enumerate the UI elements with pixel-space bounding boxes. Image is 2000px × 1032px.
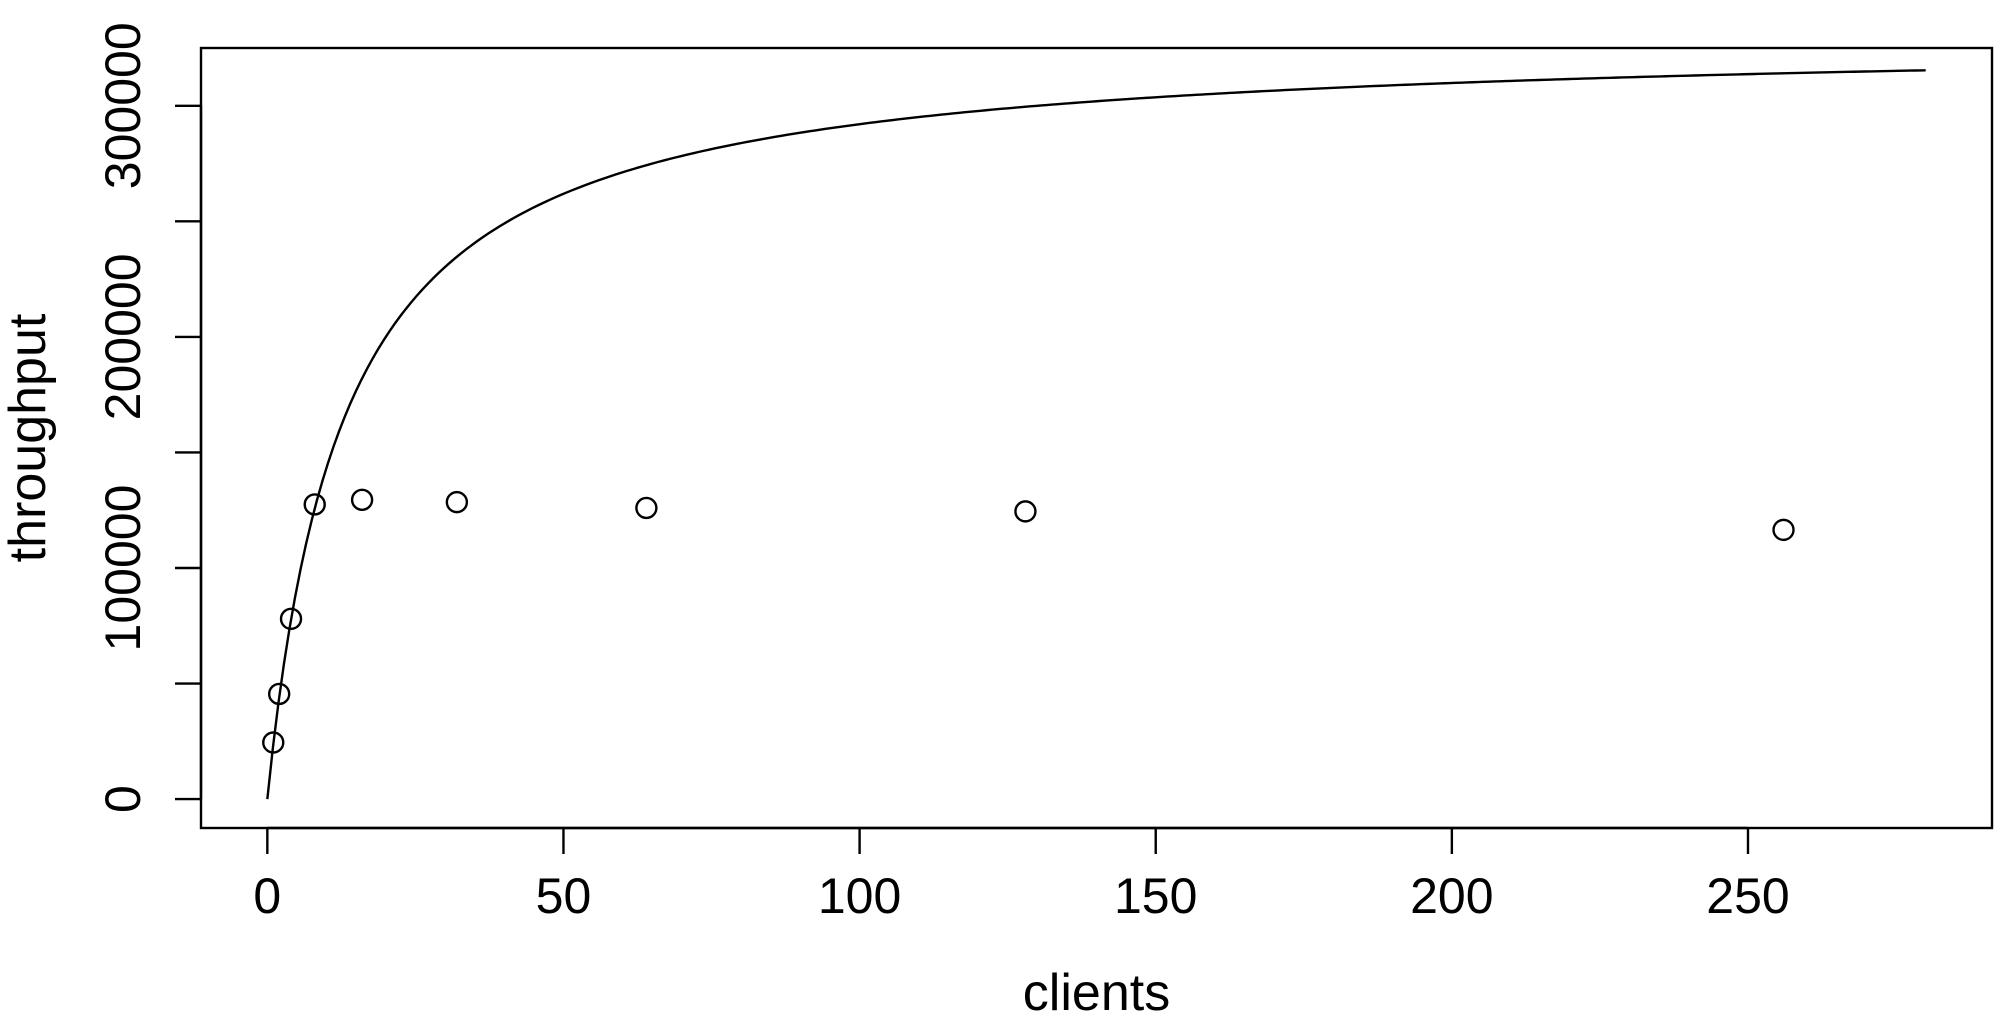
x-tick-label: 200 (1410, 868, 1493, 924)
data-point (1014, 500, 1037, 523)
plot-frame (199, 46, 1994, 830)
y-tick-label: 0 (95, 785, 151, 813)
y-tick-label: 200000 (95, 253, 151, 420)
y-tick-label: 300000 (95, 22, 151, 189)
data-point (445, 490, 469, 514)
x-tick-label: 50 (536, 868, 592, 924)
x-tick-label: 250 (1706, 868, 1789, 924)
data-point (1772, 518, 1795, 542)
model-curve (266, 69, 1926, 800)
y-axis-title: throughput (0, 313, 57, 562)
plot-area: 0 50 100 150 200 250 0 100000 200000 300000 (95, 22, 1994, 924)
data-point (635, 496, 658, 520)
x-tick-label: 0 (253, 868, 281, 924)
data-point (279, 607, 303, 631)
data-point (350, 488, 374, 512)
x-axis-title: clients (1023, 964, 1170, 1022)
x-tick-label: 150 (1114, 868, 1197, 924)
y-tick-label: 100000 (95, 485, 151, 652)
x-tick-label: 100 (818, 868, 901, 924)
data-point (303, 493, 326, 516)
